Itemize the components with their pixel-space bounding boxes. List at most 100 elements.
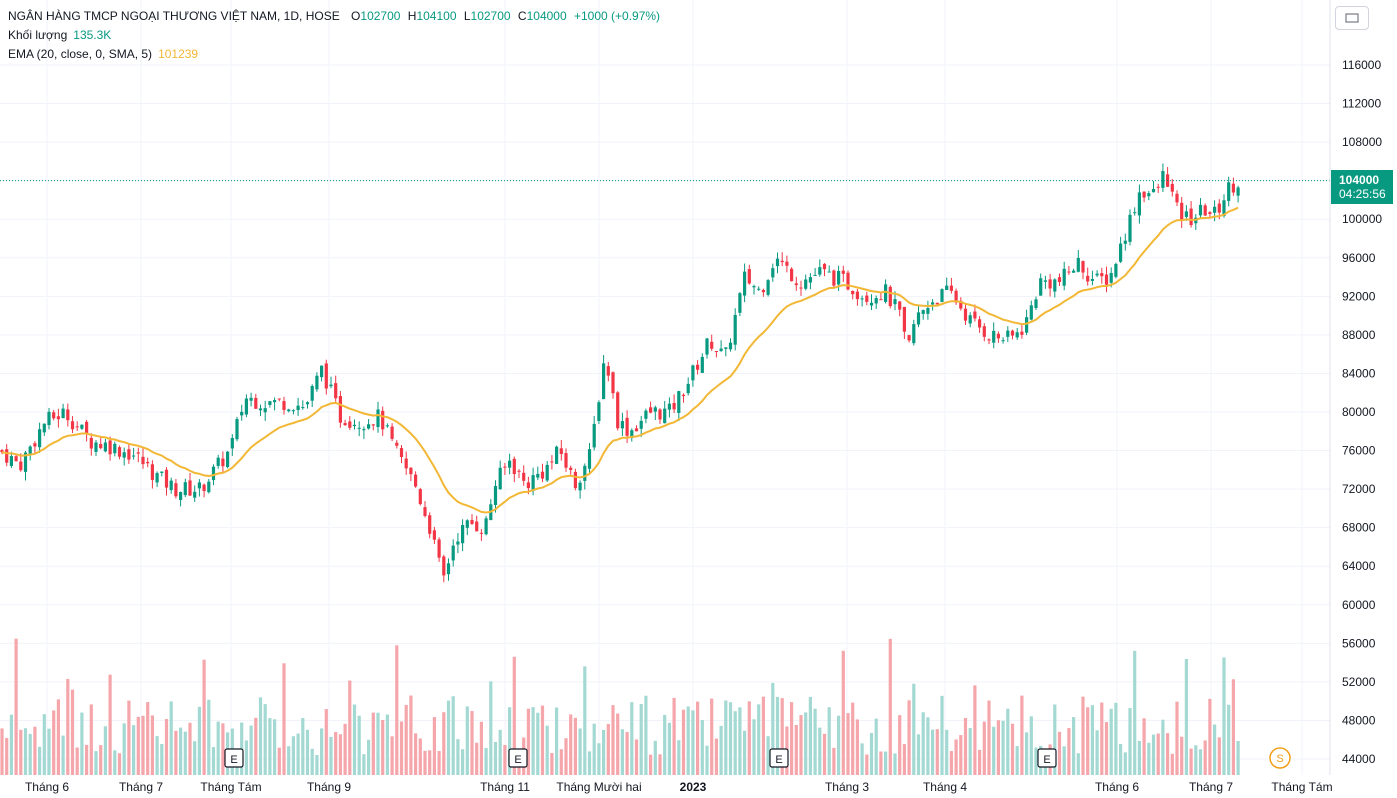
- candle-body: [315, 375, 319, 390]
- change-value: +1000 (+0.97%): [573, 9, 661, 23]
- candle: [1142, 191, 1146, 203]
- candle: [719, 340, 723, 352]
- earnings-marker[interactable]: E: [508, 748, 528, 768]
- candle: [898, 300, 902, 317]
- time-tick-label: Tháng 9: [307, 780, 351, 794]
- volume-bar: [414, 733, 418, 775]
- candle: [179, 491, 183, 507]
- earnings-marker-box: [1037, 748, 1057, 768]
- candle-body: [935, 302, 939, 305]
- volume-bar: [1151, 734, 1156, 775]
- candle: [1104, 266, 1109, 293]
- candle: [301, 400, 305, 410]
- candle: [399, 445, 404, 464]
- candle-body: [122, 452, 126, 458]
- candle: [559, 440, 563, 461]
- candle-body: [1170, 183, 1174, 192]
- legend-ema-row[interactable]: EMA (20, close, 0, SMA, 5) 101239: [8, 45, 660, 64]
- candle: [305, 401, 310, 409]
- candle-body: [738, 293, 742, 313]
- candle-body: [47, 411, 51, 426]
- candle-body: [827, 271, 831, 273]
- candle-body: [160, 471, 164, 473]
- candle-body: [428, 515, 432, 534]
- candle: [644, 408, 648, 424]
- volume-bar: [263, 704, 267, 775]
- candle-body: [578, 482, 582, 491]
- candle-body: [414, 474, 418, 487]
- candle-body: [14, 456, 18, 462]
- candle-body: [1072, 270, 1076, 273]
- candle: [451, 539, 455, 567]
- candle: [1213, 200, 1217, 222]
- candle: [1156, 183, 1160, 193]
- candle: [620, 412, 624, 436]
- volume-bar: [1090, 705, 1094, 775]
- split-marker[interactable]: S: [1269, 747, 1291, 769]
- candle: [522, 465, 526, 486]
- volume-bar: [418, 738, 422, 775]
- volume-bar: [686, 706, 690, 775]
- candle-body: [954, 290, 958, 303]
- legend-volume-row[interactable]: Khối lượng 135.3K: [8, 26, 660, 45]
- price-tick-label: 48000: [1342, 713, 1376, 727]
- candle: [714, 350, 718, 358]
- candle-body: [931, 302, 935, 305]
- volume-bar: [207, 699, 211, 775]
- volume-bar: [1053, 704, 1057, 775]
- earnings-marker[interactable]: E: [769, 748, 789, 768]
- candle-body: [686, 383, 690, 394]
- candle: [80, 424, 84, 431]
- volume-bar: [1081, 696, 1085, 775]
- candle: [799, 280, 803, 296]
- candle: [174, 479, 178, 499]
- time-axis[interactable]: Tháng 6 Tháng 7 Tháng Tám Tháng 9 Tháng 11 Th…: [25, 780, 1333, 794]
- volume-bar: [1001, 720, 1005, 775]
- candle-body: [484, 518, 488, 535]
- volume-bar: [940, 695, 944, 775]
- volume-bar: [536, 712, 540, 775]
- candle: [663, 400, 667, 424]
- earnings-marker[interactable]: E: [1037, 748, 1057, 768]
- earnings-marker[interactable]: E: [224, 748, 244, 768]
- candle-body: [1208, 212, 1212, 214]
- candle: [728, 338, 733, 352]
- volume-bar: [362, 754, 366, 775]
- candle-body: [573, 471, 577, 489]
- candle: [456, 533, 460, 554]
- price-tick-label: 88000: [1342, 328, 1376, 342]
- volume-bar: [28, 733, 32, 775]
- price-axis[interactable]: 116000 112000 108000 104000 100000 96000 92000…: [1329, 0, 1382, 775]
- candle-body: [113, 443, 117, 454]
- candle: [226, 450, 230, 469]
- chart-settings-button[interactable]: [1335, 6, 1369, 30]
- volume-bar: [578, 728, 582, 775]
- candle-body: [404, 458, 408, 469]
- volume-bar: [611, 705, 615, 775]
- price-tick-label: 56000: [1342, 636, 1376, 650]
- time-tick-label: Tháng 7: [119, 780, 163, 794]
- candle-body: [244, 398, 248, 415]
- volume-bar: [1067, 728, 1071, 775]
- candle-body: [855, 291, 859, 300]
- volume-bar: [733, 711, 737, 775]
- volume-bar: [743, 730, 747, 775]
- volume-bar: [1109, 708, 1113, 775]
- volume-bar: [33, 726, 37, 775]
- volume-bar: [1123, 752, 1127, 775]
- price-tick-label: 80000: [1342, 405, 1376, 419]
- candle: [136, 447, 140, 463]
- volume-bar: [89, 704, 93, 775]
- candle-body: [1151, 188, 1156, 193]
- candle: [437, 537, 441, 562]
- volume-bar: [1020, 695, 1024, 775]
- candle-body: [282, 401, 286, 411]
- candle: [362, 426, 366, 439]
- candle-body: [249, 397, 253, 401]
- volume-bar: [1057, 731, 1062, 775]
- volume-bar: [968, 728, 972, 775]
- candle: [822, 263, 827, 277]
- price-tick-label: 116000: [1342, 58, 1381, 72]
- candle-body: [869, 302, 874, 306]
